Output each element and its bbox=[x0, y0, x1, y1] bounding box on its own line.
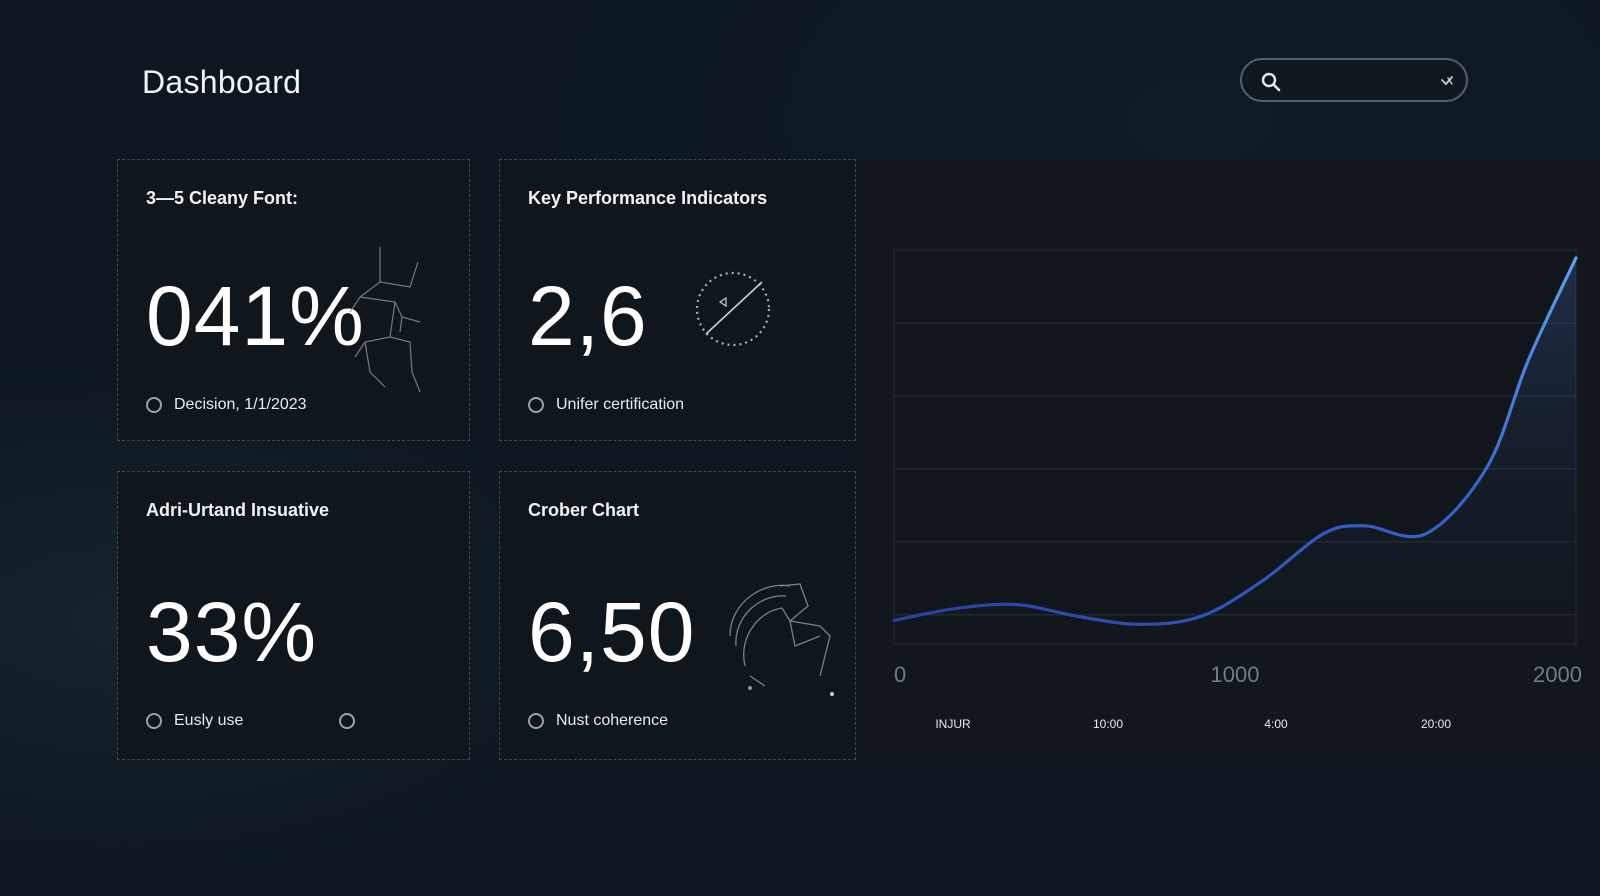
kpi-card-crober-chart: Crober Chart 6,50 Nust coherence bbox=[499, 471, 856, 760]
status-ring-icon bbox=[528, 397, 544, 413]
search-input[interactable] bbox=[1290, 70, 1434, 94]
kpi-card-performance: Key Performance Indicators 2,6 Unifer ce… bbox=[499, 159, 856, 441]
status-ring-icon bbox=[528, 713, 544, 729]
card-footer-label: Unifer certification bbox=[556, 396, 685, 413]
x-tick-label: 2000 bbox=[1533, 662, 1582, 687]
network-sketch-icon bbox=[349, 247, 421, 393]
time-label: 4:00 bbox=[1264, 717, 1288, 731]
time-label: 20:00 bbox=[1421, 717, 1451, 731]
card-footer: Nust coherence bbox=[528, 712, 668, 730]
card-title: Adri-Urtand Insuative bbox=[146, 500, 330, 520]
card-value: 041% bbox=[146, 269, 365, 363]
card-title: Crober Chart bbox=[528, 500, 640, 520]
kpi-card-insuative: Adri-Urtand Insuative 33% Eusly use bbox=[117, 471, 470, 760]
x-tick-label: 1000 bbox=[1211, 662, 1260, 687]
line-chart-panel: 0 1000 2000 INJUR 10:00 4:00 20:00 bbox=[858, 160, 1600, 756]
sketch-figure-icon bbox=[729, 583, 834, 696]
series-area bbox=[894, 257, 1576, 644]
series-line bbox=[892, 256, 1578, 626]
gauge-dial-icon bbox=[695, 271, 771, 347]
card-value: 6,50 bbox=[528, 585, 696, 679]
page-title: Dashboard bbox=[142, 64, 302, 100]
card-footer-label: Nust coherence bbox=[556, 712, 669, 729]
card-title: 3—5 Cleany Font: bbox=[146, 188, 299, 208]
kpi-card-cleany-font: 3—5 Cleany Font: 041% Decision, 1/1/2023 bbox=[117, 159, 470, 441]
time-label: INJUR bbox=[935, 717, 971, 731]
clear-icon[interactable] bbox=[1440, 74, 1454, 93]
card-footer: Eusly use bbox=[146, 712, 367, 730]
card-value: 33% bbox=[146, 585, 318, 679]
x-tick-label: 0 bbox=[894, 662, 906, 687]
secondary-ring-icon bbox=[339, 713, 356, 729]
card-footer-label: Decision, 1/1/2023 bbox=[174, 396, 307, 413]
card-value: 2,6 bbox=[528, 269, 648, 363]
card-footer: Unifer certification bbox=[528, 396, 684, 414]
status-ring-icon bbox=[146, 713, 162, 729]
time-label: 10:00 bbox=[1093, 717, 1123, 731]
area-chart: 0 1000 2000 INJUR 10:00 4:00 20:00 bbox=[892, 249, 1582, 731]
card-footer-label: Eusly use bbox=[174, 712, 244, 729]
search-icon bbox=[1260, 71, 1282, 98]
card-title: Key Performance Indicators bbox=[528, 188, 768, 208]
status-ring-icon bbox=[146, 397, 162, 413]
search-box[interactable] bbox=[1240, 58, 1468, 102]
card-footer: Decision, 1/1/2023 bbox=[146, 396, 307, 414]
